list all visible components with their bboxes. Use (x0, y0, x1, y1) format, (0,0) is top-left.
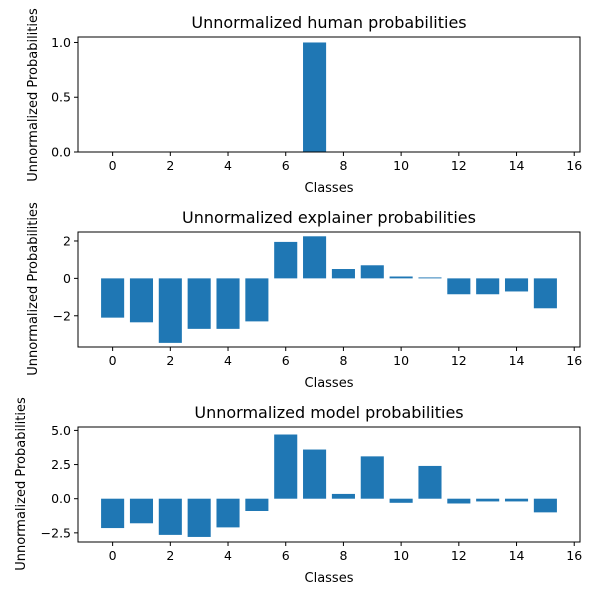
bar (158, 278, 182, 343)
x-tick-label: 10 (393, 548, 409, 563)
x-ticks: 0 2 4 6 8 10 12 14 16 (109, 347, 582, 368)
x-tick-label: 2 (166, 353, 174, 368)
x-tick-label: 14 (509, 548, 525, 563)
x-tick-label: 12 (451, 158, 467, 173)
bar (476, 278, 500, 295)
y-tick-label: 1.0 (51, 35, 71, 50)
x-tick-label: 12 (451, 353, 467, 368)
x-tick-label: 14 (509, 353, 525, 368)
x-tick-label: 0 (109, 158, 117, 173)
x-tick-label: 12 (451, 548, 467, 563)
x-tick-label: 16 (566, 158, 582, 173)
x-axis-label: Classes (305, 571, 354, 586)
x-tick-label: 16 (566, 353, 582, 368)
bar (187, 278, 211, 329)
plot-frame (77, 36, 581, 153)
x-tick-label: 4 (224, 548, 232, 563)
bar (216, 498, 240, 528)
bars (101, 236, 557, 343)
bar (331, 269, 355, 279)
x-tick-label: 6 (282, 548, 290, 563)
x-tick-label: 10 (393, 158, 409, 173)
chart-title: Unnormalized model probabilities (194, 403, 463, 422)
x-tick-label: 8 (339, 353, 347, 368)
y-tick-label: 5.0 (51, 423, 71, 438)
y-tick-label: 0 (63, 271, 71, 286)
x-tick-label: 8 (339, 158, 347, 173)
y-tick-label: 0.0 (51, 491, 71, 506)
chart-panel-human: Unnormalized human probabilities Unnorma… (26, 8, 582, 196)
bar (303, 236, 327, 279)
x-axis-label: Classes (305, 181, 354, 196)
x-ticks: 0 2 4 6 8 10 12 14 16 (109, 152, 582, 173)
bar (360, 456, 384, 499)
y-axis-label: Unnormalized Probabilities (26, 8, 41, 182)
bar (533, 498, 557, 513)
bar (216, 278, 240, 329)
x-tick-label: 6 (282, 158, 290, 173)
y-ticks: 0.0 0.5 1.0 (51, 35, 78, 160)
bar (418, 277, 442, 279)
x-ticks: 0 2 4 6 8 10 12 14 16 (109, 542, 582, 563)
y-tick-label: 2.5 (51, 457, 71, 472)
x-tick-label: 4 (224, 353, 232, 368)
plot-frame (77, 426, 581, 543)
bar (360, 265, 384, 279)
y-tick-label: −2.5 (41, 525, 71, 540)
bar (504, 278, 529, 292)
x-tick-label: 0 (109, 353, 117, 368)
y-axis-label: Unnormalized Probabilities (14, 397, 29, 571)
bar (274, 434, 298, 499)
bar (389, 276, 413, 279)
y-ticks: −2.5 0.0 2.5 5.0 (41, 423, 78, 540)
bar (389, 498, 413, 503)
bar (187, 498, 211, 537)
x-tick-label: 2 (166, 158, 174, 173)
x-tick-label: 4 (224, 158, 232, 173)
bar (447, 498, 471, 504)
y-tick-label: 0.0 (51, 145, 71, 160)
x-tick-label: 2 (166, 548, 174, 563)
chart-panel-explainer: Unnormalized explainer probabilities Unn… (26, 202, 582, 391)
x-tick-label: 14 (509, 158, 525, 173)
bars (101, 434, 557, 537)
bar (504, 498, 529, 502)
x-tick-label: 0 (109, 548, 117, 563)
plot-frame (77, 231, 581, 348)
x-tick-label: 16 (566, 548, 582, 563)
bar (447, 278, 471, 295)
chart-title: Unnormalized human probabilities (191, 13, 466, 32)
bar (158, 498, 182, 535)
bar (274, 241, 298, 279)
bar (245, 498, 269, 511)
bars (303, 42, 327, 153)
bar (331, 493, 355, 499)
y-ticks: −2 0 2 (53, 233, 78, 323)
y-axis-label: Unnormalized Probabilities (26, 202, 41, 376)
bar (101, 278, 125, 318)
bar (101, 498, 125, 529)
bar (303, 449, 327, 499)
bar (129, 498, 154, 524)
x-axis-label: Classes (305, 376, 354, 391)
bar (418, 465, 442, 499)
bar (533, 278, 557, 309)
bar (303, 42, 327, 153)
y-tick-label: −2 (53, 308, 71, 323)
chart-panel-model: Unnormalized model probabilities Unnorma… (14, 397, 582, 586)
bar (129, 278, 154, 323)
y-tick-label: 2 (63, 233, 71, 248)
bar (245, 278, 269, 322)
y-tick-label: 0.5 (51, 90, 71, 105)
x-tick-label: 10 (393, 353, 409, 368)
x-tick-label: 8 (339, 548, 347, 563)
bar (476, 498, 500, 502)
x-tick-label: 6 (282, 353, 290, 368)
chart-title: Unnormalized explainer probabilities (182, 208, 476, 227)
